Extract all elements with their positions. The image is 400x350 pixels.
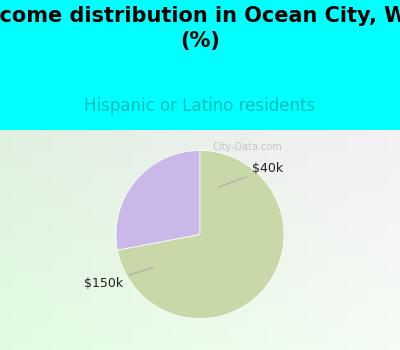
Text: Income distribution in Ocean City, WA
(%): Income distribution in Ocean City, WA (%…: [0, 6, 400, 51]
Text: $40k: $40k: [218, 162, 283, 187]
Text: Hispanic or Latino residents: Hispanic or Latino residents: [84, 97, 316, 115]
Text: City-Data.com: City-Data.com: [213, 142, 282, 153]
Text: $150k: $150k: [84, 267, 154, 290]
Wedge shape: [116, 150, 200, 250]
Wedge shape: [118, 150, 284, 318]
